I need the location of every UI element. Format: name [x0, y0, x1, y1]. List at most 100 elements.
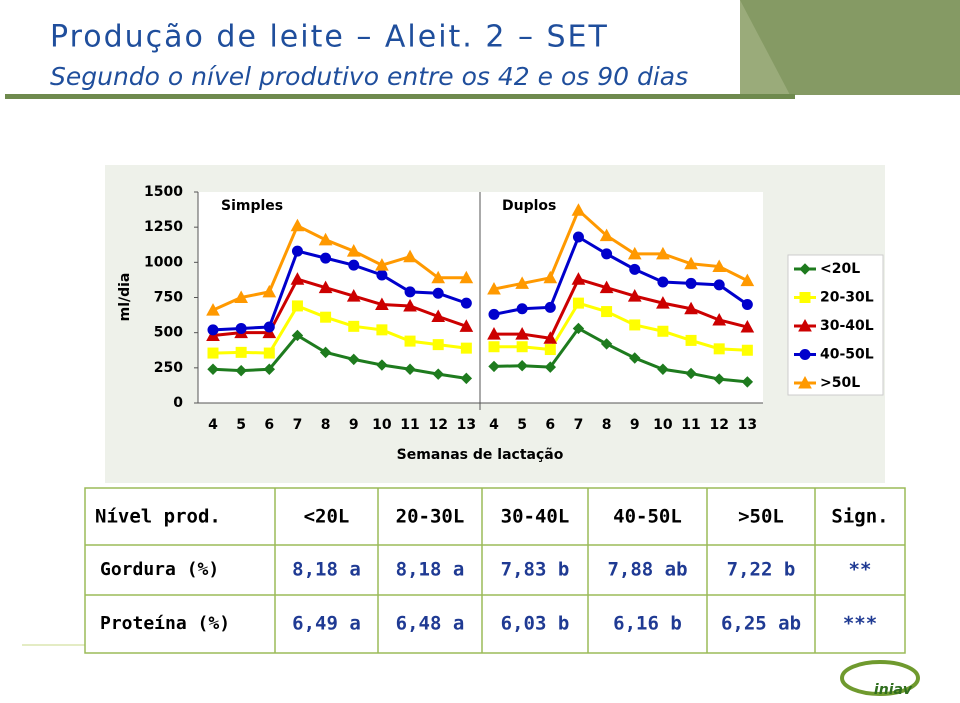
- point: [684, 301, 698, 315]
- table-cell: 6,49 a: [292, 613, 361, 635]
- point: [544, 361, 557, 373]
- table-header: 20-30L: [396, 506, 465, 528]
- point: [404, 286, 416, 298]
- legend-label: 30-40L: [820, 318, 874, 334]
- x-tick-label: 6: [545, 417, 555, 433]
- point: [685, 367, 697, 380]
- series-line: [494, 301, 748, 352]
- point: [544, 344, 556, 356]
- point: [348, 320, 360, 332]
- x-tick-label: 11: [681, 417, 700, 433]
- x-tick-label: 11: [400, 417, 419, 433]
- point: [432, 287, 444, 299]
- legend-label: 40-50L: [820, 347, 874, 363]
- x-tick-label: 7: [574, 417, 584, 433]
- point: [235, 364, 247, 377]
- point: [599, 280, 614, 294]
- x-tick-label: 5: [517, 417, 527, 433]
- y-axis-title: ml/dia: [117, 273, 133, 322]
- point: [656, 296, 670, 309]
- point: [403, 298, 417, 312]
- point: [798, 318, 812, 332]
- point: [627, 289, 642, 302]
- table-cell: 8,18 a: [396, 559, 465, 581]
- row-label: Gordura (%): [100, 559, 219, 580]
- point: [460, 297, 472, 309]
- point: [629, 263, 641, 275]
- point: [656, 246, 670, 260]
- table-cell: 7,83 b: [501, 559, 570, 581]
- point: [571, 203, 586, 216]
- legend-label: <20L: [820, 261, 860, 277]
- point: [348, 353, 360, 366]
- logo-swirl: [840, 660, 920, 696]
- x-tick-label: 12: [709, 417, 728, 433]
- y-tick-label: 1250: [144, 219, 183, 235]
- point: [235, 346, 247, 358]
- point: [516, 341, 528, 353]
- x-tick-label: 10: [653, 417, 673, 433]
- point: [740, 273, 755, 287]
- point: [431, 309, 446, 322]
- y-tick-label: 500: [154, 325, 183, 341]
- series-line: [212, 249, 467, 332]
- table-header: >50L: [738, 506, 784, 528]
- y-tick-label: 1000: [144, 254, 183, 270]
- table-header: <20L: [304, 506, 350, 528]
- point: [657, 363, 669, 375]
- point: [432, 339, 444, 351]
- point: [460, 372, 473, 385]
- point: [741, 344, 753, 356]
- point: [488, 308, 500, 320]
- point: [376, 269, 388, 281]
- point: [459, 270, 474, 284]
- point: [319, 346, 332, 359]
- x-axis-title: Semanas de lactação: [397, 447, 564, 463]
- point: [629, 319, 641, 331]
- point: [488, 341, 500, 353]
- x-tick-label: 7: [293, 417, 303, 433]
- series-line: [212, 223, 467, 312]
- point: [291, 329, 304, 342]
- point: [348, 259, 360, 271]
- point: [601, 306, 613, 318]
- table-cell: **: [849, 559, 872, 581]
- table-header: Sign.: [831, 506, 888, 528]
- table-cell: ***: [843, 613, 877, 635]
- table-cell: 7,22 b: [727, 559, 796, 581]
- x-tick-label: 9: [630, 417, 640, 433]
- table-cell: 6,03 b: [501, 613, 570, 635]
- legend-label: >50L: [820, 375, 860, 391]
- point: [318, 232, 333, 246]
- point: [543, 270, 558, 284]
- point: [516, 360, 528, 372]
- table-cell: 6,25 ab: [721, 613, 801, 635]
- point: [516, 303, 528, 315]
- x-tick-label: 5: [236, 417, 246, 433]
- point: [601, 248, 613, 260]
- point: [599, 228, 614, 242]
- point: [375, 258, 389, 271]
- point: [657, 325, 669, 337]
- point: [206, 303, 220, 316]
- point: [799, 292, 811, 303]
- point: [713, 279, 725, 291]
- table-header: 30-40L: [501, 506, 570, 528]
- point: [459, 319, 474, 332]
- point: [741, 376, 754, 388]
- point: [376, 324, 388, 336]
- point: [572, 231, 584, 243]
- table-cell: 7,88 ab: [607, 559, 687, 581]
- y-tick-label: 250: [154, 360, 183, 376]
- point: [515, 276, 529, 289]
- table-border: [84, 487, 906, 654]
- series-line: [493, 234, 749, 316]
- point: [318, 280, 333, 294]
- y-tick-label: 750: [154, 290, 183, 306]
- y-tick-label: 0: [173, 395, 183, 411]
- table-header: 40-50L: [613, 506, 682, 528]
- point: [685, 334, 697, 346]
- point: [404, 363, 416, 375]
- series-line: [212, 277, 467, 337]
- title: Produção de leite – Aleit. 2 – SET: [50, 20, 609, 55]
